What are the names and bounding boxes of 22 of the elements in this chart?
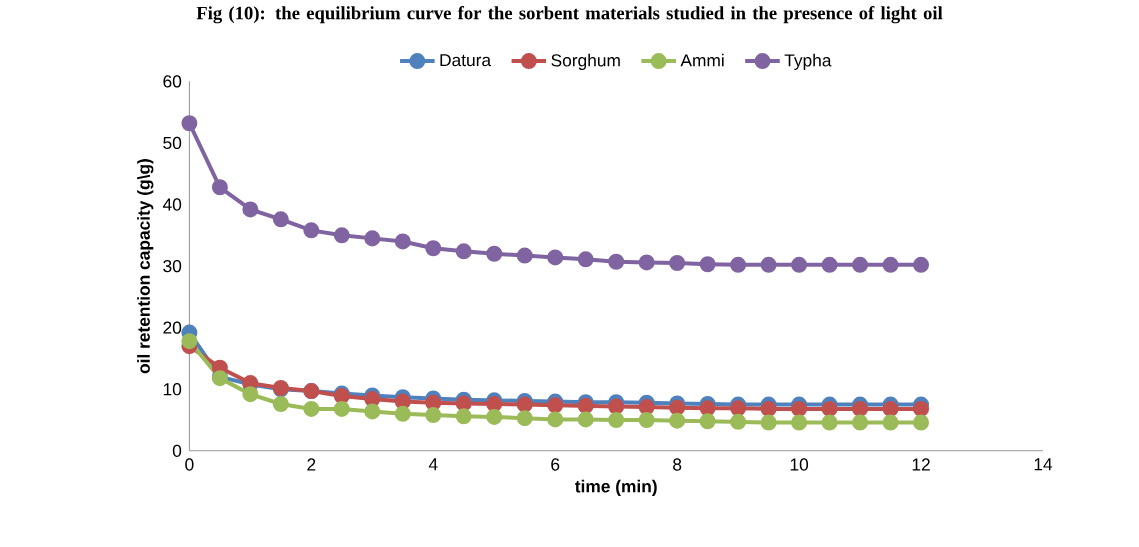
y-tick-label: 40 bbox=[162, 198, 182, 211]
x-tick-label: 10 bbox=[790, 458, 809, 471]
x-tick-label: 8 bbox=[673, 458, 682, 471]
legend-label: Ammi bbox=[680, 53, 724, 67]
legend-label: Datura bbox=[440, 54, 492, 67]
x-tick-label: 0 bbox=[185, 458, 194, 471]
x-tick-label: 14 bbox=[1034, 458, 1053, 471]
y-tick-label: 20 bbox=[163, 321, 182, 334]
x-tick-label: 6 bbox=[551, 458, 560, 471]
y-tick-label: 50 bbox=[163, 136, 182, 150]
y-axis-title: oil retention capacity (g\g) bbox=[137, 159, 154, 374]
x-axis-title: time (min) bbox=[574, 479, 657, 497]
x-tick-label: 4 bbox=[428, 458, 438, 471]
y-tick-label: 60 bbox=[163, 75, 182, 88]
chart-title: Fig (10): the equilibrium curve for the sorbent materials studied in the presence of light oil bbox=[196, 6, 943, 24]
legend-label: Sorghum bbox=[551, 53, 620, 71]
y-tick-label: 0 bbox=[172, 444, 182, 458]
x-tick-label: 12 bbox=[912, 458, 930, 471]
legend-label: Typha bbox=[784, 53, 832, 71]
x-tick-label: 2 bbox=[307, 458, 316, 471]
y-tick-label: 30 bbox=[163, 260, 182, 273]
y-tick-label: 10 bbox=[163, 383, 182, 396]
